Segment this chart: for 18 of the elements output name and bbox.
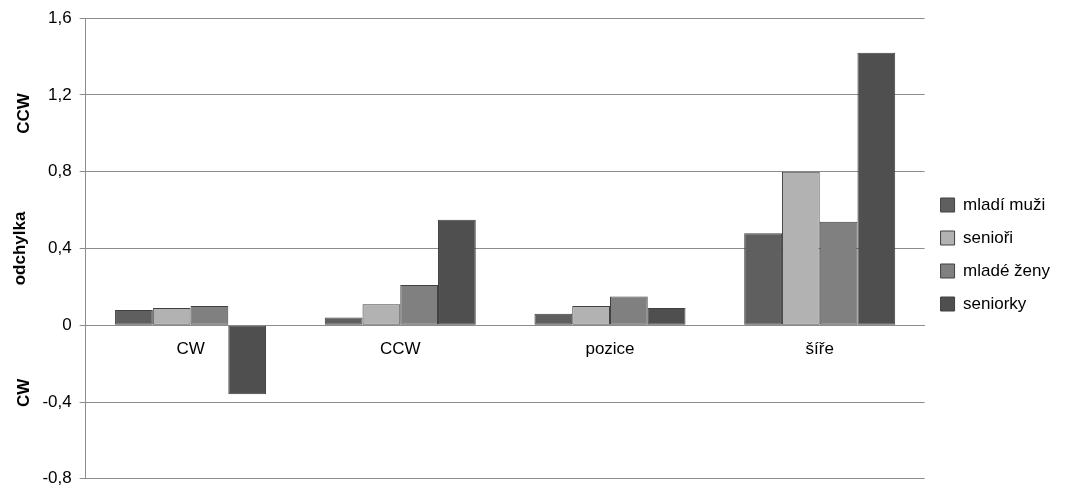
legend-label: senioři bbox=[963, 227, 1014, 247]
text: CW bbox=[13, 377, 33, 407]
legend-label: seniorky bbox=[963, 293, 1027, 313]
y-tick-label: 0,4 bbox=[48, 238, 72, 258]
y-axis-title: odchylka bbox=[9, 211, 29, 286]
y-tick-label: 1,2 bbox=[48, 84, 72, 104]
y-tick-label: 1,6 bbox=[48, 7, 72, 27]
x-tick-label: CW bbox=[176, 339, 205, 359]
x-tick-label: pozice bbox=[585, 339, 635, 359]
x-tick-label: šíře bbox=[805, 339, 834, 359]
text: CCW bbox=[13, 92, 33, 134]
y-tick-label: -0,8 bbox=[42, 468, 72, 488]
legend-label: mladé ženy bbox=[963, 260, 1051, 280]
y-tick-label: 0 bbox=[62, 314, 72, 334]
y-tick-label: 0,8 bbox=[48, 161, 72, 181]
legend-label: mladí muži bbox=[963, 194, 1046, 214]
x-tick-label: CCW bbox=[379, 339, 421, 359]
y-tick-label: -0,4 bbox=[42, 391, 72, 411]
